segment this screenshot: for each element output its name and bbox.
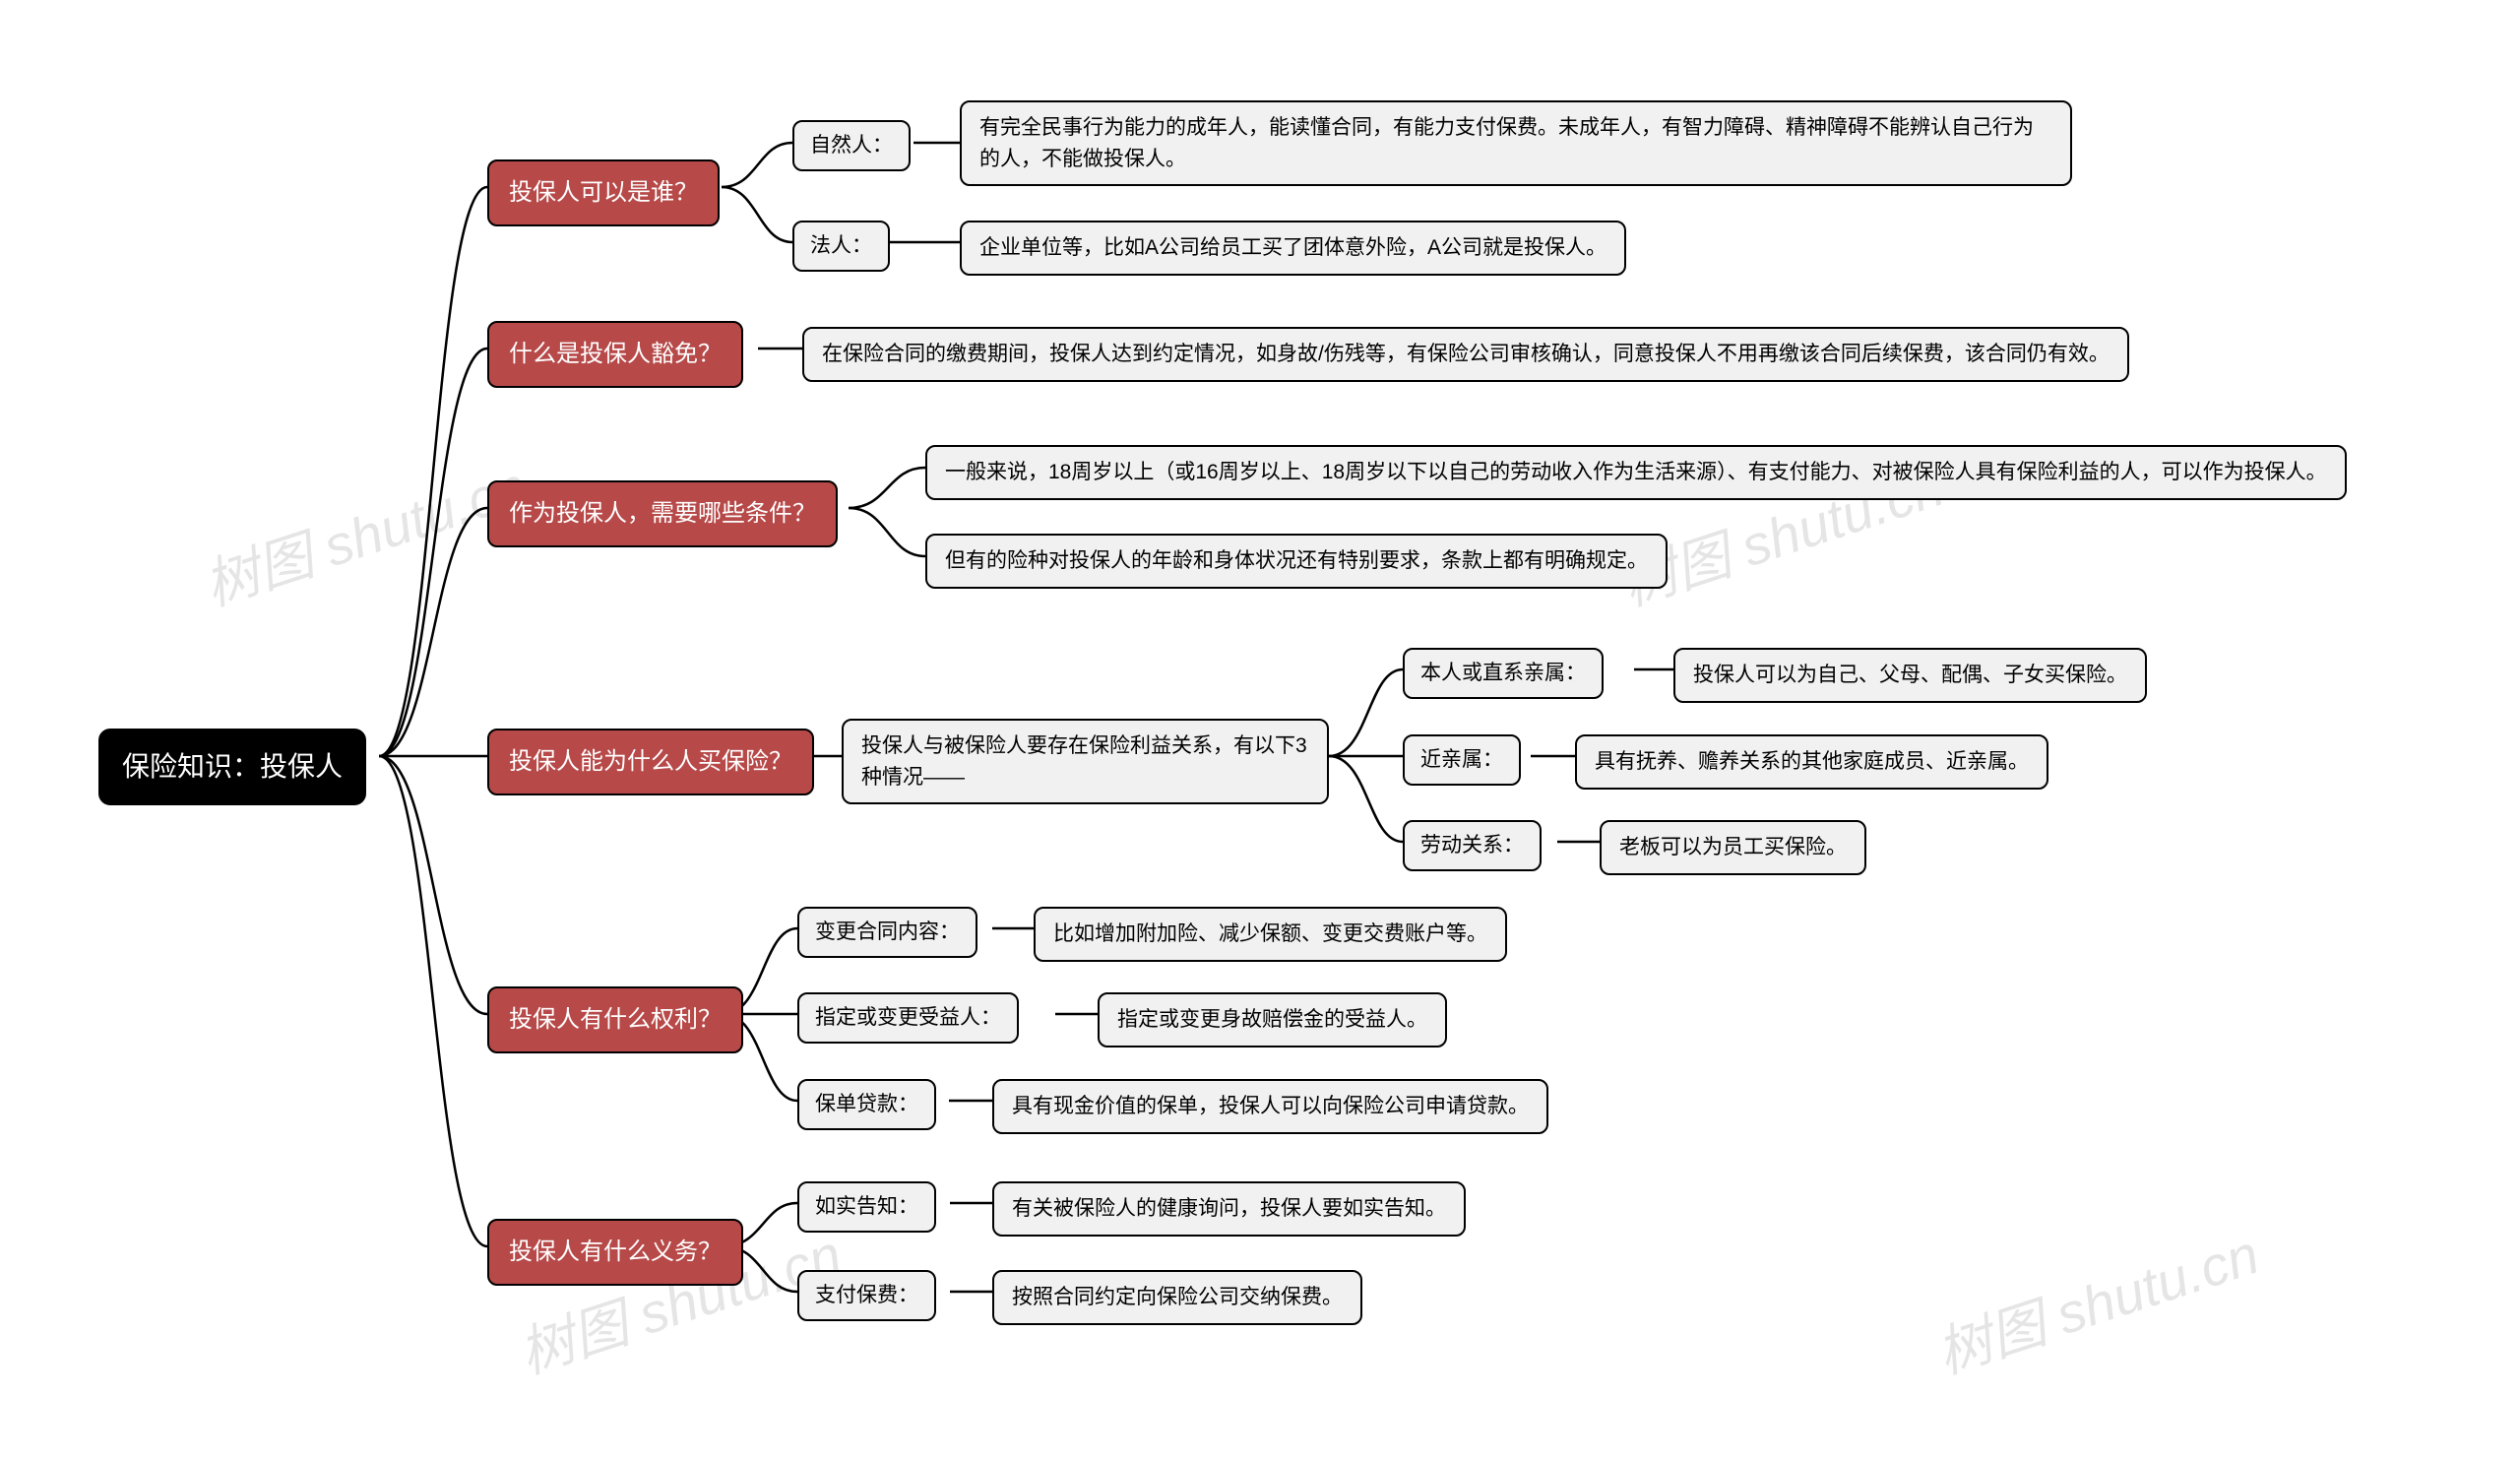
leaf-natural-person-detail: 有完全民事行为能力的成年人，能读懂合同，有能力支付保费。未成年人，有智力障碍、精… bbox=[960, 100, 2072, 186]
leaf-change-contract-detail: 比如增加附加险、减少保额、变更交费账户等。 bbox=[1034, 907, 1507, 962]
leaf-pay-label: 支付保费： bbox=[797, 1270, 936, 1321]
leaf-loan-label: 保单贷款： bbox=[797, 1079, 936, 1130]
leaf-self-family-detail: 投保人可以为自己、父母、配偶、子女买保险。 bbox=[1673, 648, 2147, 703]
leaf-for-whom-intro: 投保人与被保险人要存在保险利益关系，有以下3种情况—— bbox=[842, 719, 1329, 804]
leaf-pay-detail: 按照合同约定向保险公司交纳保费。 bbox=[992, 1270, 1362, 1325]
leaf-labor-label: 劳动关系： bbox=[1403, 820, 1542, 871]
category-duties: 投保人有什么义务？ bbox=[487, 1219, 743, 1286]
category-for-whom: 投保人能为什么人买保险？ bbox=[487, 729, 814, 795]
leaf-legal-person-detail: 企业单位等，比如A公司给员工买了团体意外险，A公司就是投保人。 bbox=[960, 221, 1626, 276]
watermark: 树图 shutu.cn bbox=[1925, 1211, 2268, 1390]
leaf-natural-person-label: 自然人： bbox=[792, 120, 911, 171]
leaf-self-family-label: 本人或直系亲属： bbox=[1403, 648, 1604, 699]
category-conditions: 作为投保人，需要哪些条件？ bbox=[487, 480, 838, 547]
leaf-change-contract-label: 变更合同内容： bbox=[797, 907, 977, 958]
leaf-legal-person-label: 法人： bbox=[792, 221, 890, 272]
root-node: 保险知识：投保人 bbox=[98, 729, 366, 805]
leaf-condition-2: 但有的险种对投保人的年龄和身体状况还有特别要求，条款上都有明确规定。 bbox=[925, 534, 1668, 589]
leaf-labor-detail: 老板可以为员工买保险。 bbox=[1600, 820, 1866, 875]
leaf-beneficiary-detail: 指定或变更身故赔偿金的受益人。 bbox=[1098, 992, 1447, 1047]
leaf-beneficiary-label: 指定或变更受益人： bbox=[797, 992, 1019, 1044]
leaf-waiver-detail: 在保险合同的缴费期间，投保人达到约定情况，如身故/伤残等，有保险公司审核确认，同… bbox=[802, 327, 2129, 382]
leaf-loan-detail: 具有现金价值的保单，投保人可以向保险公司申请贷款。 bbox=[992, 1079, 1548, 1134]
leaf-disclose-detail: 有关被保险人的健康询问，投保人要如实告知。 bbox=[992, 1181, 1466, 1237]
leaf-condition-1: 一般来说，18周岁以上（或16周岁以上、18周岁以下以自己的劳动收入作为生活来源… bbox=[925, 445, 2347, 500]
leaf-close-relative-detail: 具有抚养、赡养关系的其他家庭成员、近亲属。 bbox=[1575, 734, 2048, 790]
watermark: 树图 shutu.cn bbox=[193, 443, 536, 622]
leaf-close-relative-label: 近亲属： bbox=[1403, 734, 1521, 786]
category-rights: 投保人有什么权利？ bbox=[487, 986, 743, 1053]
category-waiver: 什么是投保人豁免？ bbox=[487, 321, 743, 388]
category-who: 投保人可以是谁？ bbox=[487, 159, 720, 226]
leaf-disclose-label: 如实告知： bbox=[797, 1181, 936, 1233]
